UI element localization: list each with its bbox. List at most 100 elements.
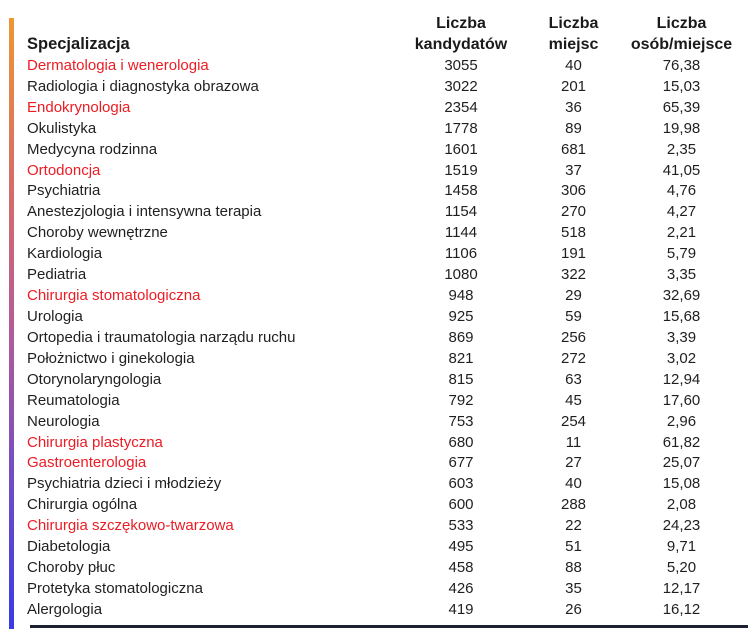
candidates-count: 948	[448, 287, 474, 305]
table-row: Psychiatria 1458 306 4,76	[27, 181, 751, 202]
places-count: 36	[565, 98, 582, 116]
candidates-count: 3022	[444, 77, 478, 95]
candidates-count: 1106	[444, 245, 478, 263]
ratio-value: 76,38	[662, 56, 701, 74]
places-count: 11	[565, 433, 582, 451]
ratio-value: 15,68	[662, 308, 701, 326]
table-row: Chirurgia szczękowo-twarzowa 533 22 24,23	[27, 515, 751, 536]
ratio-value: 41,05	[662, 161, 701, 179]
specialization-name: Pediatria	[27, 266, 87, 284]
candidates-count: 603	[448, 475, 474, 493]
candidates-count: 753	[448, 412, 474, 430]
candidates-count: 1080	[444, 266, 478, 284]
header-places-line2: miejsc	[548, 36, 599, 53]
table-row: Neurologia 753 254 2,96	[27, 411, 751, 432]
specialization-name: Urologia	[27, 308, 83, 326]
table-row: Chirurgia stomatologiczna 948 29 32,69	[27, 285, 751, 306]
places-count: 518	[560, 224, 587, 242]
specialization-name: Chirurgia szczękowo-twarzowa	[27, 517, 234, 535]
candidates-count: 2354	[444, 98, 478, 116]
places-count: 201	[560, 77, 587, 95]
ratio-value: 4,76	[666, 182, 697, 200]
table-header-row: Specjalizacja Liczba kandydatów Liczba m…	[27, 6, 751, 55]
specialization-name: Diabetologia	[27, 538, 111, 556]
specialization-name: Otorynolaryngologia	[27, 370, 162, 388]
header-ratio-line1: Liczba	[656, 15, 707, 32]
table-bottom-rule	[30, 625, 748, 628]
places-count: 272	[560, 349, 587, 367]
header-places-line1: Liczba	[548, 15, 599, 32]
candidates-count: 426	[448, 580, 474, 597]
ratio-value: 15,03	[662, 77, 701, 95]
accent-gradient-bar	[9, 18, 14, 629]
table-row: Otorynolaryngologia 815 63 12,94	[27, 369, 751, 390]
places-count: 29	[565, 287, 582, 305]
table-row: Endokrynologia 2354 36 65,39	[27, 97, 751, 118]
places-count: 51	[565, 538, 582, 556]
candidates-count: 925	[448, 308, 474, 326]
candidates-count: 495	[448, 538, 474, 556]
header-ratio: Liczba osób/miejsce	[612, 6, 751, 55]
specialization-name: Anestezjologia i intensywna terapia	[27, 203, 262, 221]
places-count: 88	[565, 559, 582, 577]
places-count: 22	[565, 517, 582, 535]
header-specialization: Specjalizacja	[27, 6, 387, 55]
specialization-name: Ortopedia i traumatologia narządu ruchu	[27, 328, 296, 346]
places-count: 59	[565, 308, 582, 326]
candidates-count: 458	[448, 559, 474, 577]
specialization-name: Choroby płuc	[27, 559, 116, 577]
specialization-name: Gastroenterologia	[27, 454, 147, 472]
candidates-count: 3055	[444, 56, 478, 74]
specialization-name: Kardiologia	[27, 245, 103, 263]
table-row: Diabetologia 495 51 9,71	[27, 536, 751, 557]
table-row: Medycyna rodzinna 1601 681 2,35	[27, 139, 751, 160]
places-count: 40	[565, 56, 582, 74]
table-row: Choroby wewnętrzne 1144 518 2,21	[27, 222, 751, 243]
candidates-count: 600	[448, 496, 474, 514]
candidates-count: 821	[448, 349, 474, 367]
candidates-count: 1519	[444, 161, 478, 179]
table-row: Choroby płuc 458 88 5,20	[27, 557, 751, 578]
table-row: Ortodoncja 1519 37 41,05	[27, 160, 751, 181]
specialization-name: Radiologia i diagnostyka obrazowa	[27, 77, 259, 95]
table-row: Dermatologia i wenerologia 3055 40 76,38	[27, 55, 751, 76]
ratio-value: 15,08	[662, 475, 701, 493]
table-row: Pediatria 1080 322 3,35	[27, 264, 751, 285]
ratio-value: 16,12	[662, 600, 701, 618]
specialization-name: Alergologia	[27, 600, 103, 618]
candidates-count: 680	[448, 433, 474, 451]
specialization-name: Protetyka stomatologiczna	[27, 580, 203, 597]
specialization-name: Psychiatria dzieci i młodzieży	[27, 475, 222, 493]
candidates-count: 533	[448, 517, 474, 535]
ratio-value: 12,94	[662, 370, 701, 388]
places-count: 256	[560, 328, 587, 346]
table-row: Psychiatria dzieci i młodzieży 603 40 15,08	[27, 473, 751, 494]
candidates-count: 869	[448, 328, 474, 346]
ratio-value: 12,17	[662, 580, 701, 597]
ratio-value: 3,02	[666, 349, 697, 367]
places-count: 306	[560, 182, 587, 200]
specialization-name: Psychiatria	[27, 182, 101, 200]
table-row: Położnictwo i ginekologia 821 272 3,02	[27, 348, 751, 369]
ratio-value: 24,23	[662, 517, 701, 535]
candidates-count: 419	[448, 600, 474, 618]
header-candidates: Liczba kandydatów	[387, 6, 535, 55]
specialization-name: Położnictwo i ginekologia	[27, 349, 195, 367]
ratio-value: 17,60	[662, 391, 701, 409]
specialization-name: Chirurgia plastyczna	[27, 433, 163, 451]
table-row: Okulistyka 1778 89 19,98	[27, 118, 751, 139]
table-row: Chirurgia plastyczna 680 11 61,82	[27, 432, 751, 453]
places-count: 681	[560, 140, 587, 158]
places-count: 270	[560, 203, 587, 221]
ratio-value: 2,08	[666, 496, 697, 514]
specializations-table: Specjalizacja Liczba kandydatów Liczba m…	[27, 6, 751, 620]
ratio-value: 5,79	[666, 245, 697, 263]
table-row: Urologia 925 59 15,68	[27, 306, 751, 327]
places-count: 322	[560, 266, 587, 284]
specialization-name: Reumatologia	[27, 391, 120, 409]
header-ratio-line2: osób/miejsce	[630, 36, 733, 53]
table-row: Ortopedia i traumatologia narządu ruchu 8…	[27, 327, 751, 348]
ratio-value: 25,07	[662, 454, 701, 472]
ratio-value: 2,21	[666, 224, 697, 242]
table-row: Kardiologia 1106 191 5,79	[27, 243, 751, 264]
